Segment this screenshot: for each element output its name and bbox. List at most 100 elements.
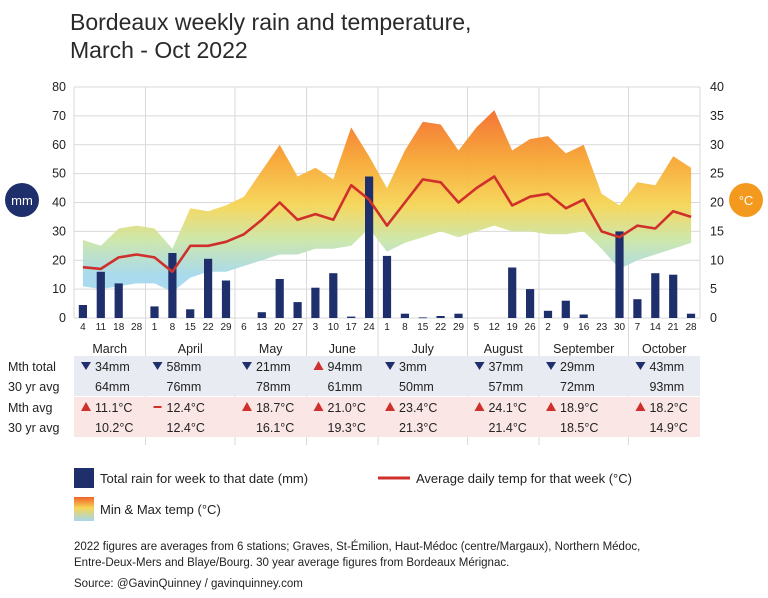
rain-bar-17 (382, 255, 392, 318)
left-tick-0: 0 (59, 311, 66, 325)
right-tick-3: 15 (710, 224, 724, 238)
legend-rain-label: Total rain for week to that date (mm) (100, 471, 308, 486)
rain-30yr-0: 64mm (95, 380, 130, 394)
legend-band-swatch (74, 497, 94, 521)
rain-bar-0 (78, 305, 87, 318)
left-tick-1: 10 (52, 282, 66, 296)
right-tick-6: 30 (710, 138, 724, 152)
temp-30yr-5: 21.4°C (488, 421, 526, 435)
rain-total-7: 43mm (649, 360, 684, 374)
left-axis-badge: mm (5, 183, 39, 217)
rain-bars (78, 176, 696, 319)
rain-30yr-7: 93mm (649, 380, 684, 394)
temp-30yr-4: 21.3°C (399, 421, 437, 435)
rain-bar-31 (633, 299, 642, 318)
rain-bar-24 (508, 267, 517, 318)
temp-arrow-5 (474, 402, 485, 411)
right-tick-4: 20 (710, 196, 724, 210)
rain-bar-21 (454, 313, 463, 318)
avg-temp-polyline (82, 175, 692, 274)
rain-total-1: 58mm (167, 360, 202, 374)
x-tick-32: 14 (650, 322, 662, 333)
right-tick-2: 10 (710, 253, 724, 267)
month-label-3: June (329, 342, 356, 356)
right-tick-5: 25 (710, 167, 724, 181)
rain-bar-4 (150, 306, 159, 318)
x-tick-1: 11 (96, 322, 107, 333)
x-tick-25: 26 (525, 322, 537, 333)
footnote-line-1: 2022 figures are averages from 6 station… (74, 540, 640, 553)
rain-arrow-6 (546, 362, 557, 370)
x-tick-34: 28 (685, 322, 697, 333)
temp-arrow-4 (385, 402, 396, 411)
rain-bar-28 (579, 314, 588, 318)
rain-bar-7 (204, 258, 213, 318)
month-label-0: March (92, 342, 127, 356)
rain-bar-20 (436, 316, 445, 318)
chart-title-line-1: Bordeaux weekly rain and temperature, (70, 9, 471, 35)
temp-avg-5: 24.1°C (488, 401, 526, 415)
rain-30yr-1: 76mm (167, 380, 202, 394)
rain-arrow-2 (241, 362, 252, 370)
x-tick-3: 28 (131, 322, 143, 333)
temp-arrow-6 (546, 402, 557, 411)
left-tick-8: 80 (52, 80, 66, 94)
rain-30yr-3: 61mm (328, 380, 363, 394)
rain-bar-34 (686, 313, 696, 318)
rain-bar-30 (615, 231, 624, 318)
chart-title-line-2: March - Oct 2022 (70, 37, 248, 63)
temp-arrow-7 (635, 402, 646, 411)
temp-avg-4: 23.4°C (399, 401, 437, 415)
temp-arrow-2 (241, 402, 252, 411)
month-label-4: July (412, 342, 435, 356)
right-tick-1: 5 (710, 282, 717, 296)
right-tick-7: 35 (710, 109, 724, 123)
x-tick-5: 8 (170, 322, 176, 333)
x-tick-4: 1 (152, 322, 158, 333)
x-tick-14: 10 (328, 322, 340, 333)
month-label-1: April (178, 342, 203, 356)
rain-arrow-7 (635, 362, 646, 370)
left-tick-4: 40 (52, 196, 66, 210)
left-tick-7: 70 (52, 109, 66, 123)
x-tick-19: 15 (417, 322, 429, 333)
right-axis-label: °C (739, 193, 754, 208)
rain-bar-18 (400, 313, 409, 318)
rain-30yr-4: 50mm (399, 380, 434, 394)
right-axis-badge: °C (729, 183, 763, 217)
x-tick-0: 4 (80, 322, 86, 333)
rain-bar-16 (365, 176, 374, 318)
x-tick-31: 7 (635, 322, 641, 333)
x-tick-27: 9 (563, 322, 569, 333)
temp-avg-6: 18.9°C (560, 401, 598, 415)
rain-bar-6 (186, 309, 195, 318)
x-tick-17: 1 (384, 322, 390, 333)
table-row-label-1: 30 yr avg (8, 380, 59, 394)
x-tick-8: 29 (220, 322, 232, 333)
left-tick-2: 20 (52, 253, 66, 267)
x-tick-28: 16 (578, 322, 590, 333)
temp-avg-3: 21.0°C (328, 401, 366, 415)
table-row-bg-1 (74, 376, 700, 396)
left-tick-6: 60 (52, 138, 66, 152)
x-tick-12: 27 (292, 322, 304, 333)
x-tick-20: 22 (435, 322, 447, 333)
axes: 0 10 20 30 40 50 60 70 80 0 5 10 15 20 25 30 35 40 (52, 80, 724, 325)
rain-total-5: 37mm (488, 360, 523, 374)
rain-bar-8 (221, 280, 231, 318)
rain-bar-14 (329, 273, 338, 318)
x-tick-2: 18 (113, 322, 125, 333)
x-tick-18: 8 (402, 322, 408, 333)
rain-arrow-4 (385, 362, 396, 370)
month-label-5: August (484, 342, 523, 356)
temp-arrow-1 (153, 406, 162, 408)
min-max-temp-band (82, 110, 692, 292)
temp-30yr-0: 10.2°C (95, 421, 133, 435)
temp-arrow-3 (313, 402, 324, 411)
temp-30yr-7: 14.9°C (649, 421, 687, 435)
temp-avg-2: 18.7°C (256, 401, 294, 415)
rain-arrow-0 (81, 362, 91, 370)
rain-bar-25 (526, 289, 535, 318)
temp-arrow-0 (81, 402, 91, 411)
rain-bar-32 (651, 273, 660, 318)
